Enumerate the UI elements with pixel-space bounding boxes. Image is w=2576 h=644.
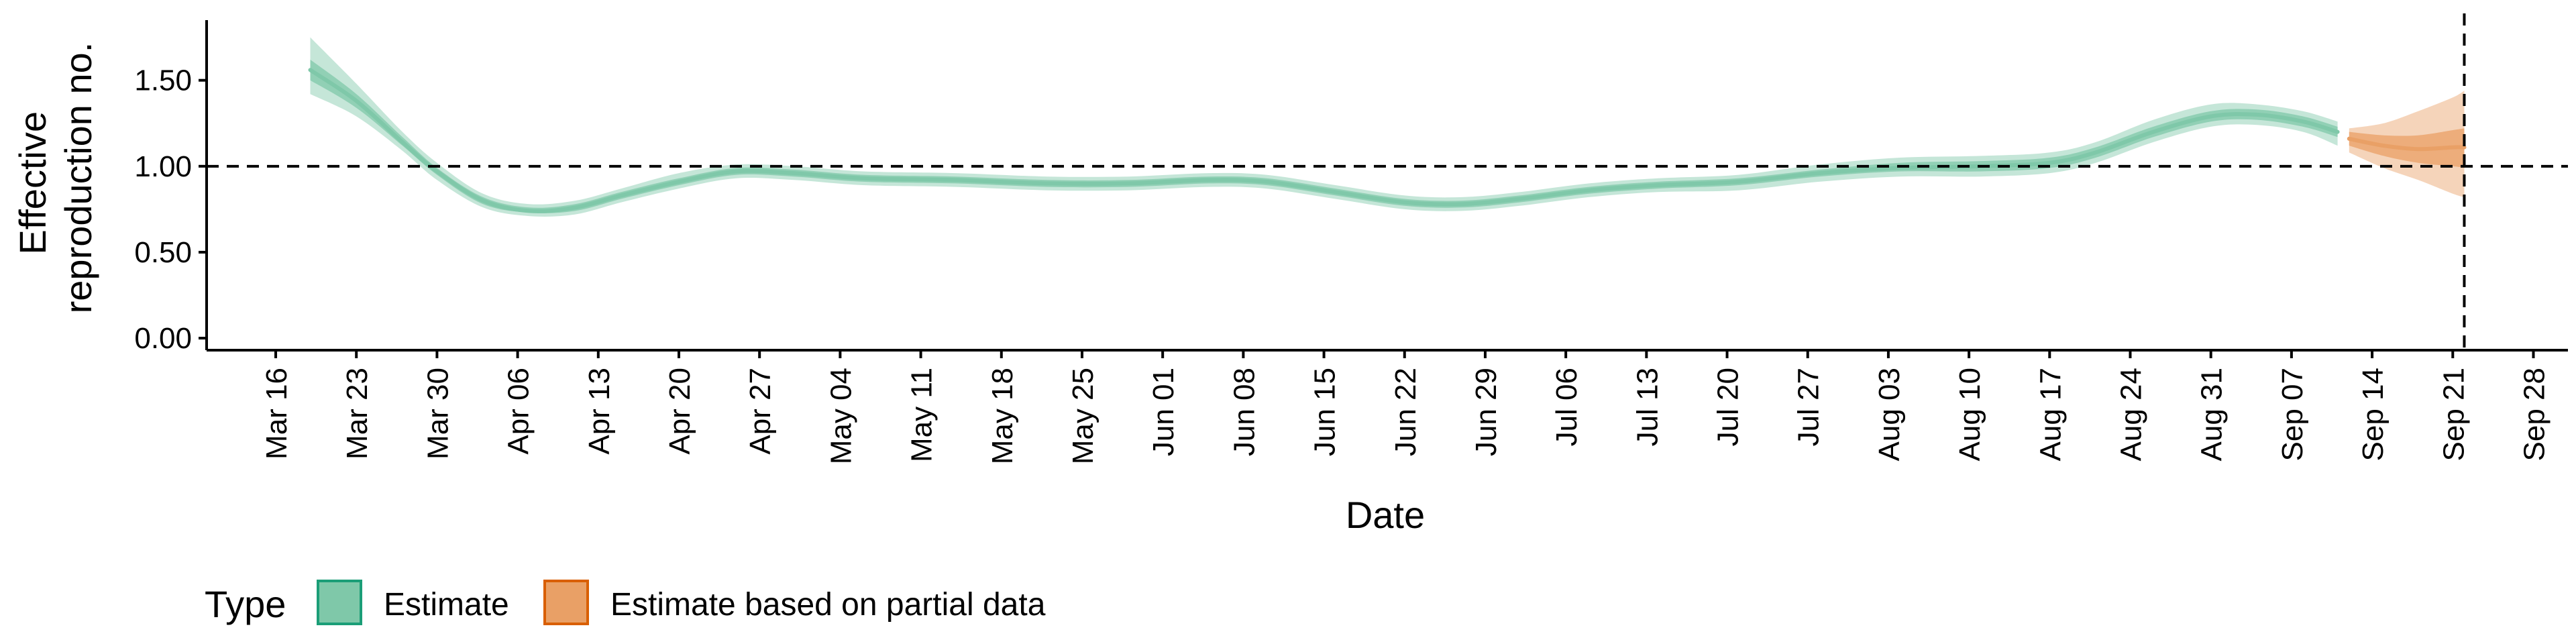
x-tick-label: Sep 07 xyxy=(2276,368,2309,461)
x-tick-label: Aug 24 xyxy=(2115,368,2148,461)
median-line-partial xyxy=(2347,136,2467,152)
x-tick-label: Apr 06 xyxy=(502,368,535,455)
y-tick-label: 0.00 xyxy=(134,322,192,355)
y-axis-title-line-2: reproduction no. xyxy=(57,42,99,314)
x-tick-label: Jul 27 xyxy=(1792,368,1825,446)
x-tick-label: Jun 08 xyxy=(1228,368,1260,456)
x-tick-label: Sep 14 xyxy=(2357,368,2390,461)
x-tick-label: May 11 xyxy=(906,368,938,462)
x-tick-label: Mar 16 xyxy=(260,368,293,460)
x-tick-label: Mar 23 xyxy=(341,368,374,460)
x-tick-label: May 18 xyxy=(986,368,1019,464)
legend-label-partial: Estimate based on partial data xyxy=(610,587,1046,623)
x-tick-label: Sep 28 xyxy=(2518,368,2551,461)
x-tick-label: Aug 31 xyxy=(2196,368,2229,461)
x-axis-ticks: Mar 16 Mar 23 Mar 30 Apr 06 Apr 13 Apr 20 Apr … xyxy=(260,350,2551,464)
x-tick-label: Jun 15 xyxy=(1309,368,1342,456)
uncertainty-bands xyxy=(310,37,2465,217)
x-axis-title: Date xyxy=(1346,494,1425,536)
x-tick-label: May 04 xyxy=(824,368,857,464)
median-line-estimate xyxy=(308,68,2340,213)
x-tick-label: Sep 21 xyxy=(2437,368,2470,461)
x-tick-label: Jul 20 xyxy=(1712,368,1745,446)
y-axis-title-line-1: Effective xyxy=(11,111,54,255)
x-tick-label: Apr 20 xyxy=(663,368,696,455)
x-tick-label: Mar 30 xyxy=(421,368,454,460)
legend-title: Type xyxy=(205,583,286,625)
x-tick-label: Jun 22 xyxy=(1389,368,1422,456)
median-lines xyxy=(308,68,2467,213)
x-tick-label: Jul 13 xyxy=(1631,368,1664,446)
y-tick-label: 0.50 xyxy=(134,236,192,269)
y-tick-label: 1.50 xyxy=(134,64,192,97)
legend-swatch-estimate xyxy=(317,580,362,625)
x-tick-label: Aug 17 xyxy=(2034,368,2067,461)
y-tick-label: 1.00 xyxy=(134,150,192,183)
legend-label-estimate: Estimate xyxy=(384,587,509,623)
x-tick-label: Apr 13 xyxy=(583,368,616,455)
y-axis-title: Effective reproduction no. xyxy=(11,42,99,314)
y-axis-ticks: 0.00 0.50 1.00 1.50 xyxy=(134,64,207,355)
x-tick-label: Jul 06 xyxy=(1550,368,1583,446)
x-tick-label: Jun 01 xyxy=(1147,368,1180,456)
legend-swatch-partial xyxy=(543,580,589,625)
x-tick-label: May 25 xyxy=(1067,368,1099,464)
x-tick-label: Aug 10 xyxy=(1953,368,1986,461)
legend: Type Estimate Estimate based on partial … xyxy=(205,580,1046,625)
x-tick-label: Aug 03 xyxy=(1873,368,1906,461)
x-tick-label: Apr 27 xyxy=(744,368,777,455)
x-tick-label: Jun 29 xyxy=(1470,368,1503,456)
